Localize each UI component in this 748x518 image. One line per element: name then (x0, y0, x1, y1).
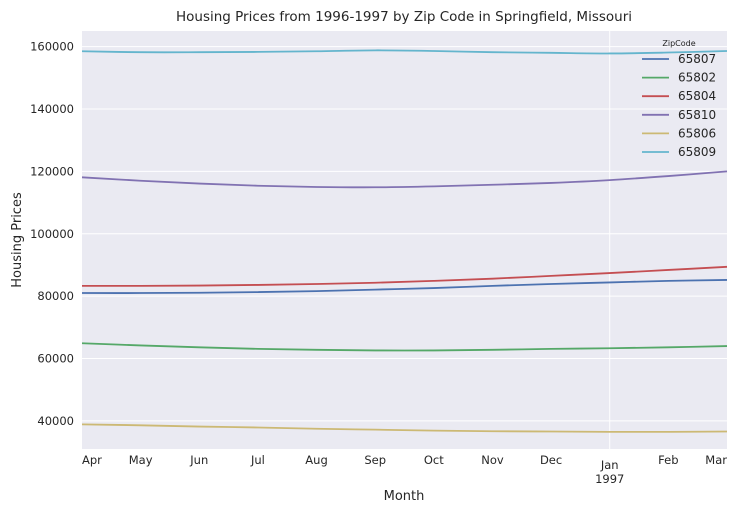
series-line-65802 (81, 342, 728, 352)
y-tick-label: 40000 (37, 414, 74, 428)
x-tick-label: Nov (481, 453, 504, 467)
series-line-65809 (81, 49, 728, 55)
legend-title: ZipCode (662, 39, 695, 48)
chart-title: Housing Prices from 1996-1997 by Zip Cod… (176, 9, 632, 25)
grid (82, 31, 727, 449)
y-tick-label: 100000 (30, 227, 74, 241)
series-line-65804 (81, 265, 728, 287)
x-tick-label: Jan (600, 458, 619, 472)
y-tick-label: 160000 (30, 40, 74, 54)
y-tick-label: 120000 (30, 164, 74, 178)
x-tick-label: Dec (540, 453, 562, 467)
x-tick-year-label: 1997 (595, 472, 624, 486)
series-lines (81, 49, 728, 433)
series-line-65807 (81, 279, 728, 294)
legend-label-65806: 65806 (678, 126, 716, 140)
x-axis-title: Month (384, 489, 425, 504)
series-line-65810 (81, 170, 728, 189)
x-tick-label: Oct (424, 453, 444, 467)
y-axis-title: Housing Prices (10, 192, 25, 288)
legend-label-65807: 65807 (678, 52, 716, 66)
legend-label-65802: 65802 (678, 71, 716, 85)
x-tick-label: May (129, 453, 153, 467)
series-line-65806 (81, 423, 728, 433)
axes: 40000 60000 80000 100000 120000 140000 160000 A… (30, 40, 727, 486)
legend: ZipCode 65807 65802 65804 65810 65806 65809 (642, 39, 716, 159)
y-tick-label: 140000 (30, 102, 74, 116)
y-tick-label: 60000 (37, 352, 74, 366)
x-tick-label: Apr (82, 453, 102, 467)
legend-label-65810: 65810 (678, 108, 716, 122)
legend-label-65804: 65804 (678, 89, 716, 103)
legend-entries: 65807 65802 65804 65810 65806 65809 (642, 52, 716, 159)
x-tick-label: Jul (250, 453, 265, 467)
x-tick-label: Jun (189, 453, 208, 467)
x-tick-label: Sep (364, 453, 386, 467)
y-tick-label: 80000 (37, 289, 74, 303)
x-tick-label: Feb (658, 453, 678, 467)
x-tick-label: Aug (305, 453, 327, 467)
x-tick-label: Mar (705, 453, 727, 467)
plot-area (82, 31, 727, 449)
legend-label-65809: 65809 (678, 145, 716, 159)
